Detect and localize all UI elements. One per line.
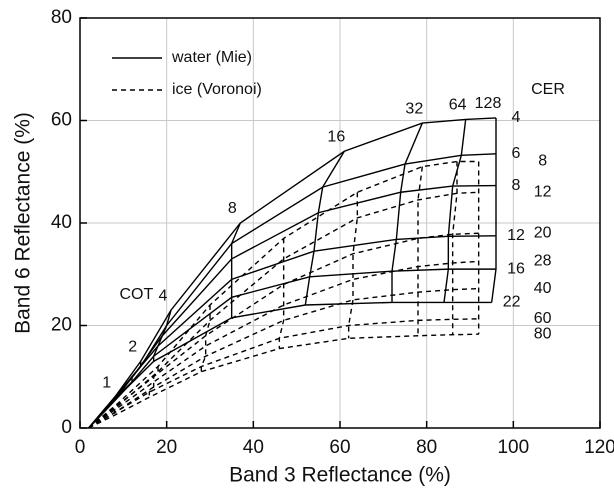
annotation: CER xyxy=(531,81,565,98)
cer-curve xyxy=(88,301,492,429)
cot-label: 1 xyxy=(102,374,111,391)
cot-label: 16 xyxy=(327,128,345,145)
cot-label: 32 xyxy=(405,100,423,117)
cer-label: 28 xyxy=(534,253,552,270)
cot-line xyxy=(304,150,345,306)
cot-line xyxy=(443,119,467,303)
cer-label: 22 xyxy=(503,294,521,311)
x-tick-label: 0 xyxy=(75,437,86,458)
x-tick-label: 80 xyxy=(416,437,437,458)
cer-label: 6 xyxy=(512,145,521,162)
cer-label: 80 xyxy=(534,325,552,342)
cot-label: 8 xyxy=(228,200,237,217)
cer-label: 8 xyxy=(538,153,547,170)
cot-line xyxy=(230,222,241,318)
cer-label: 4 xyxy=(512,109,521,126)
cer-label: 16 xyxy=(507,260,525,277)
cot-line xyxy=(105,397,116,411)
y-tick-label: 20 xyxy=(51,315,72,336)
cer-label: 8 xyxy=(512,177,521,194)
cot-line xyxy=(490,117,497,303)
legend-label: ice (Voronoi) xyxy=(172,81,262,98)
cer-curve xyxy=(88,318,479,429)
y-tick-label: 0 xyxy=(61,417,72,438)
cot-line xyxy=(451,161,458,335)
cer-label: 12 xyxy=(507,227,525,244)
x-axis-title: Band 3 Reflectance (%) xyxy=(229,464,451,487)
plot-frame xyxy=(79,17,601,429)
cot-label: 128 xyxy=(475,95,502,112)
cot-line xyxy=(347,192,359,339)
y-tick-label: 40 xyxy=(51,212,72,233)
cot-label: 4 xyxy=(159,287,168,304)
cer-label: 60 xyxy=(534,310,552,327)
cer-curve xyxy=(88,232,479,429)
cot-label: 64 xyxy=(449,97,467,114)
x-tick-label: 40 xyxy=(243,437,264,458)
cot-line xyxy=(278,238,285,349)
y-tick-label: 80 xyxy=(51,7,72,28)
cer-label: 12 xyxy=(534,183,552,200)
annotation: COT xyxy=(119,286,153,303)
x-tick-label: 100 xyxy=(497,437,529,458)
cot-label: 2 xyxy=(128,339,137,356)
cot-line xyxy=(113,402,120,416)
cot-line xyxy=(127,361,142,388)
cer-curve xyxy=(88,260,479,429)
cer-curve xyxy=(88,287,479,429)
cer-label: 40 xyxy=(534,280,552,297)
cot-line xyxy=(417,166,424,336)
x-tick-label: 120 xyxy=(584,437,614,458)
cot-line xyxy=(391,122,423,303)
x-tick-label: 20 xyxy=(156,437,177,458)
cot-line xyxy=(148,366,159,398)
x-tick-label: 60 xyxy=(329,437,350,458)
cer-curve xyxy=(88,191,479,429)
cot-line xyxy=(152,309,172,362)
cer-label: 20 xyxy=(534,224,552,241)
legend-label: water (Mie) xyxy=(171,49,252,66)
y-tick-label: 60 xyxy=(51,110,72,131)
cer-curve xyxy=(88,333,479,429)
y-axis-title: Band 6 Reflectance (%) xyxy=(12,112,35,334)
